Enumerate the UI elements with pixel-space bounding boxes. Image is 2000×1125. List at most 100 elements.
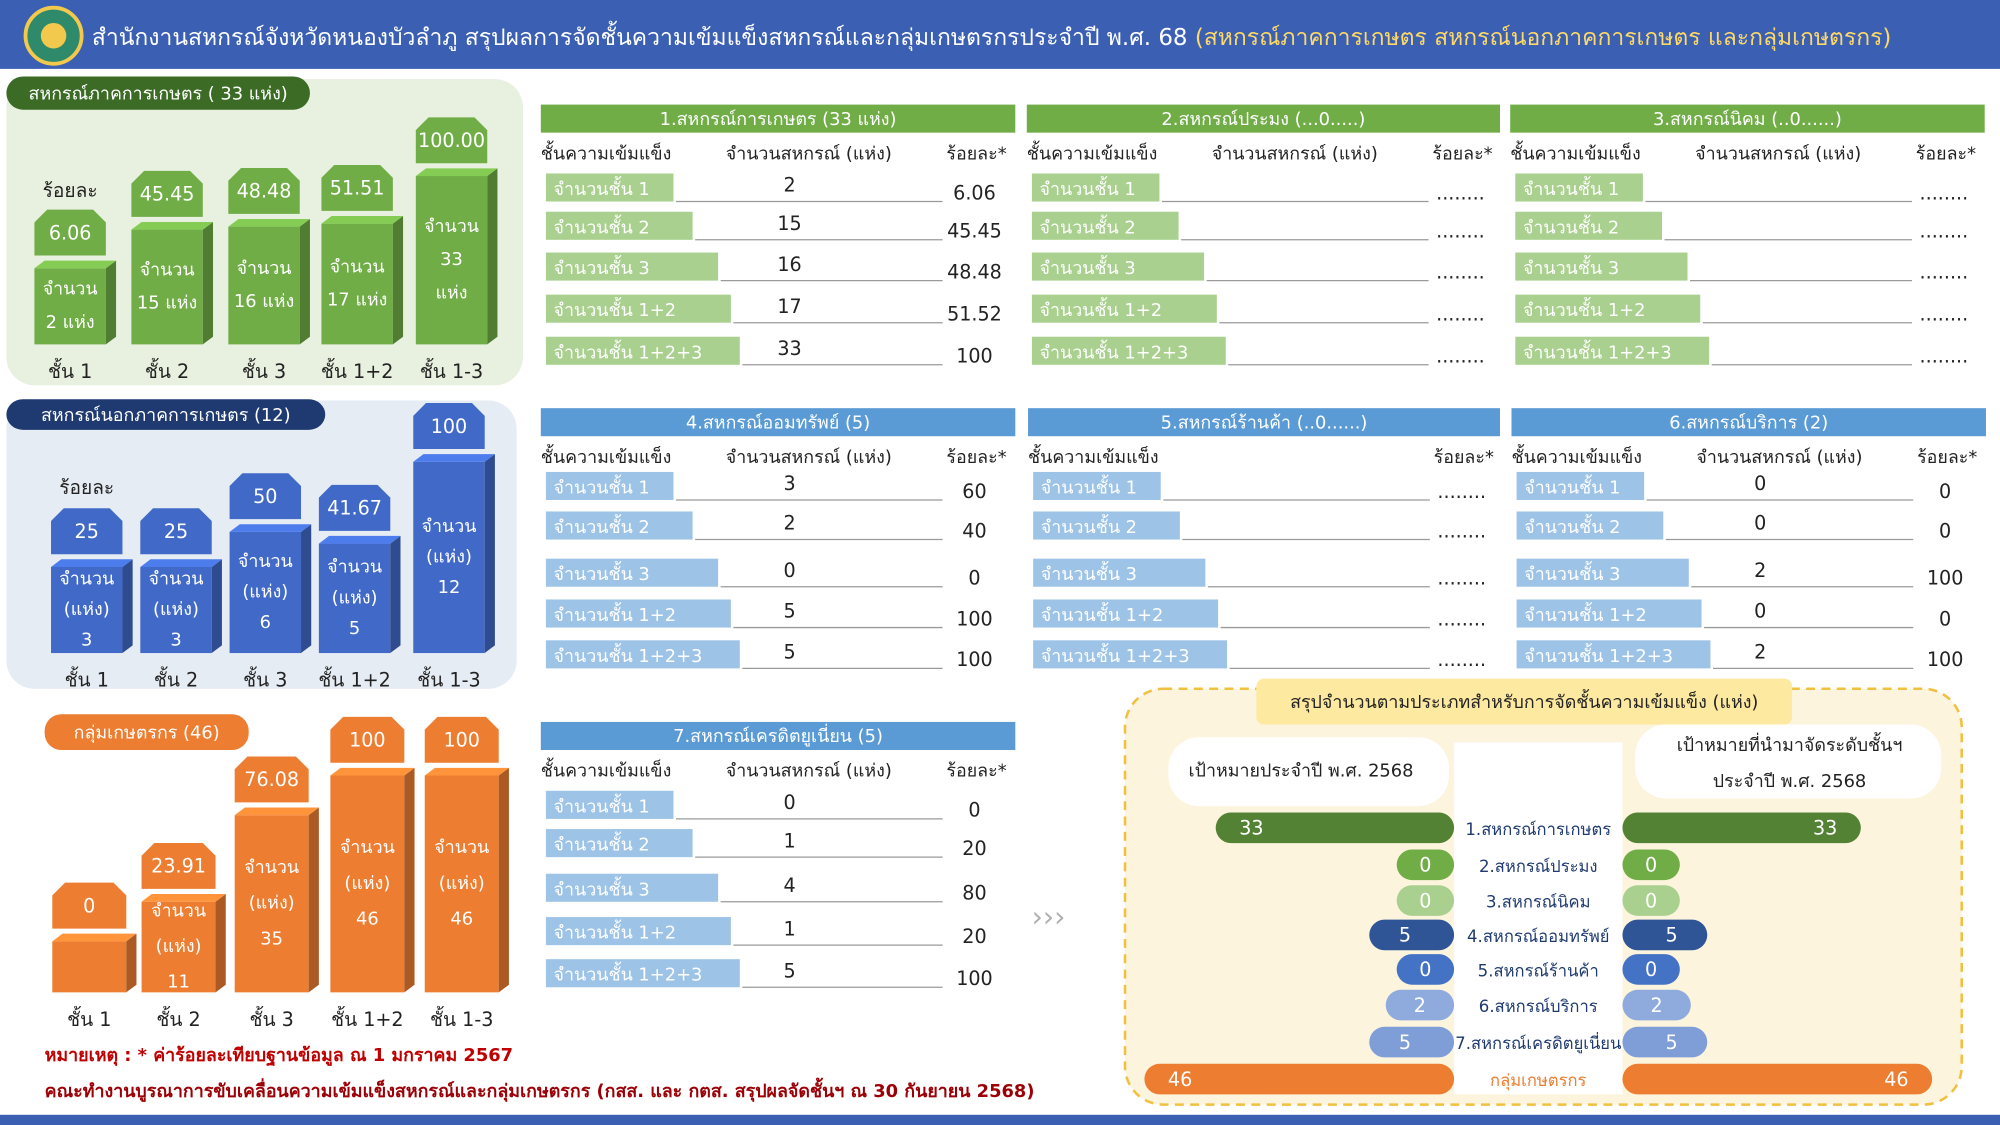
table-title: 3.สหกรณ์นิคม (..0......): [1653, 109, 1842, 130]
row-bar: [545, 294, 731, 323]
target-bar: [1144, 1063, 1455, 1095]
summary-row-label: 6.สหกรณ์บริการ: [1479, 997, 1598, 1016]
row-bar: [545, 511, 693, 540]
bar-top: [140, 559, 222, 567]
bar-text: จำนวน: [330, 256, 385, 277]
row-label: จำนวนชั้น 2: [1523, 214, 1619, 238]
bar-side: [498, 767, 509, 993]
graded-value: 0: [1645, 889, 1657, 912]
bar: [234, 815, 309, 993]
row-bar: [1515, 173, 1643, 202]
bar: [131, 229, 203, 345]
bar-text: (แห่ง): [153, 599, 199, 620]
row-label: จำนวนชั้น 1+2: [554, 920, 677, 944]
row-bar: [545, 829, 693, 858]
row-bar: [545, 790, 674, 819]
row-count: 0: [1754, 472, 1766, 495]
row-count: 2: [783, 512, 795, 535]
value-badge: [424, 716, 499, 763]
row-percent: 100: [956, 967, 993, 990]
row-label: จำนวนชั้น 1: [554, 793, 650, 817]
value-badge: [52, 882, 127, 929]
row-count: 0: [783, 559, 795, 582]
header-title: สำนักงานสหกรณ์จังหวัดหนองบัวลำภู สรุปผลก…: [92, 21, 1892, 51]
bar-text: จำนวน: [238, 551, 293, 572]
row-count: 33: [777, 337, 801, 360]
category-label: ชั้น 1+2: [318, 667, 391, 692]
summary-row-label: 3.สหกรณ์นิคม: [1486, 893, 1591, 912]
row-bar: [1515, 211, 1662, 240]
bar-side: [404, 767, 415, 993]
row-label: จำนวนชั้น 1: [554, 475, 650, 499]
row-label: จำนวนชั้น 1: [1040, 176, 1136, 200]
bar: [228, 226, 300, 345]
bar-top: [141, 894, 226, 902]
summary-row-label: 5.สหกรณ์ร้านค้า: [1478, 961, 1599, 980]
table-header: ร้อยละ*: [946, 447, 1006, 468]
row-label: จำนวนชั้น 1+2+3: [554, 339, 703, 363]
row-count: 1: [783, 917, 795, 940]
target-value: 46: [1168, 1068, 1192, 1091]
row-label: จำนวนชั้น 1+2: [1041, 602, 1164, 626]
row-bar: [545, 211, 693, 240]
value-badge: [415, 117, 488, 164]
footnote: คณะทำงานบูรณาการขับเคลื่อนความเข้มแข็งสห…: [45, 1077, 1035, 1103]
row-percent: ........: [1436, 345, 1485, 368]
row-bar: [545, 640, 740, 669]
bar-text: (แห่ง): [156, 936, 202, 957]
row-percent: ........: [1437, 480, 1486, 503]
bar-side: [202, 221, 214, 345]
panel-title: กลุ่มเกษตรกร (46): [74, 722, 220, 743]
graded-bar: [1622, 812, 1861, 844]
value-label: 45.45: [140, 183, 195, 206]
table-header: ร้อยละ*: [946, 143, 1006, 164]
row-label: จำนวนชั้น 1+2: [554, 297, 677, 321]
row-percent: 0: [968, 567, 980, 590]
row-label: จำนวนชั้น 1+2+3: [1040, 339, 1189, 363]
table-title: 2.สหกรณ์ประมง (...0.....): [1161, 109, 1365, 130]
row-percent: ........: [1920, 303, 1969, 326]
target-value: 0: [1419, 958, 1431, 981]
bar-top: [51, 559, 133, 567]
subtitle: (สหกรณ์ภาคการเกษตร สหกรณ์นอกภาคการเกษตร …: [1195, 24, 1892, 51]
bar: [413, 461, 485, 654]
table-header: จำนวนสหกรณ์ (แห่ง): [1212, 143, 1378, 164]
value-badge: [318, 484, 391, 531]
table-title-bar: [540, 104, 1016, 133]
row-bar: [1033, 471, 1161, 500]
category-label: ชั้น 2: [156, 1006, 200, 1031]
bar-side: [126, 933, 137, 993]
row-label: จำนวนชั้น 3: [554, 255, 650, 279]
row-count: 0: [1754, 512, 1766, 535]
table-header: จำนวนสหกรณ์ (แห่ง): [1695, 143, 1861, 164]
value-badge: [229, 473, 302, 520]
bar-side: [215, 894, 226, 993]
row-percent: 0: [1939, 607, 1951, 630]
row-bar: [545, 173, 674, 202]
row-label: จำนวนชั้น 3: [554, 876, 650, 900]
bar-top: [229, 524, 312, 532]
row-label: จำนวนชั้น 1: [554, 176, 650, 200]
row-percent: 100: [1927, 648, 1964, 671]
table-header: ชั้นความเข้มแข็ง: [1027, 140, 1158, 164]
row-bar: [545, 917, 731, 946]
row-label: จำนวนชั้น 2: [1040, 214, 1136, 238]
bar-top: [131, 221, 214, 230]
row-count: 5: [783, 959, 795, 982]
bar-text: จำนวน: [424, 216, 479, 237]
category-label: ชั้น 1-3: [417, 667, 480, 692]
graded-value: 5: [1665, 924, 1677, 947]
row-count: 0: [783, 791, 795, 814]
bar-top: [228, 218, 310, 227]
value-label: 41.67: [327, 497, 382, 520]
row-bar: [1031, 336, 1226, 365]
table-header: ร้อยละ*: [1432, 143, 1492, 164]
bar-text: 3: [81, 630, 92, 651]
graded-value: 5: [1665, 1031, 1677, 1054]
row-percent: 20: [962, 925, 986, 948]
bar-top: [330, 767, 415, 776]
row-percent: ........: [1920, 260, 1969, 283]
bar-text: (แห่ง): [249, 893, 295, 914]
category-label: ชั้น 1-3: [430, 1006, 493, 1031]
arrow-decoration: ›››: [1032, 900, 1066, 933]
